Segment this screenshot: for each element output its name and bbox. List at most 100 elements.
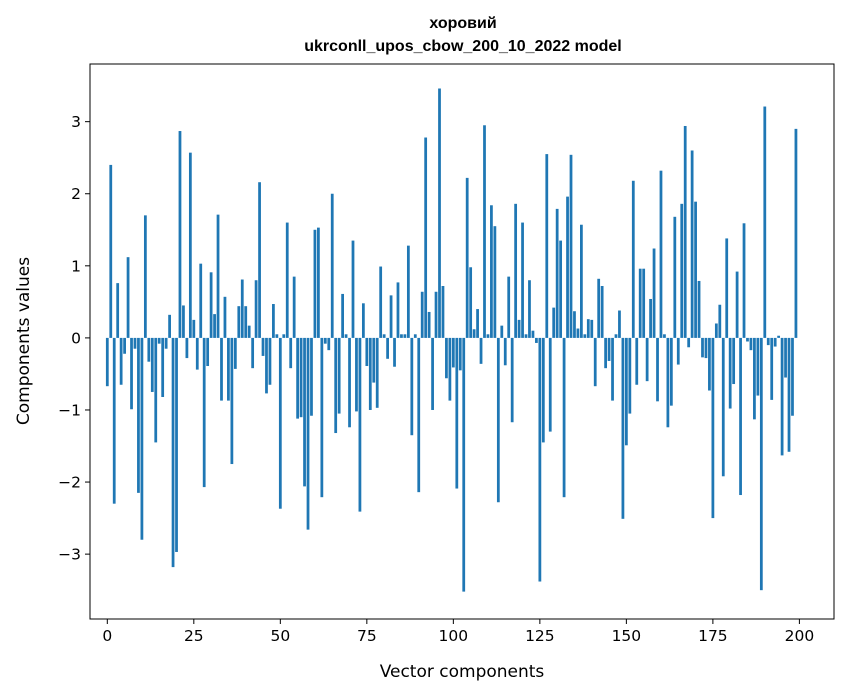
bar-93 — [427, 311, 431, 338]
bar-134 — [569, 154, 573, 338]
bar-32 — [216, 214, 220, 338]
bar-30 — [209, 272, 213, 338]
bar-26 — [195, 337, 199, 370]
bar-149 — [621, 337, 625, 519]
bar-28 — [202, 337, 206, 488]
bar-189 — [759, 337, 763, 591]
bar-58 — [306, 337, 310, 530]
bar-11 — [143, 215, 147, 338]
bar-4 — [119, 337, 123, 385]
bar-196 — [784, 337, 787, 378]
bar-1 — [109, 164, 113, 338]
bar-144 — [604, 337, 607, 369]
bar-159 — [656, 337, 659, 402]
bar-64 — [327, 337, 331, 351]
bar-96 — [438, 88, 441, 338]
bar-184 — [742, 223, 746, 338]
bar-163 — [669, 337, 673, 406]
bar-83 — [393, 337, 396, 367]
bar-156 — [645, 337, 649, 382]
bar-148 — [618, 310, 621, 338]
bar-169 — [690, 150, 694, 338]
bar-115 — [503, 337, 507, 366]
x-tick-label: 200 — [785, 627, 815, 645]
bar-124 — [535, 337, 538, 343]
bar-48 — [272, 304, 275, 338]
x-tick-label: 25 — [184, 627, 204, 645]
bar-160 — [659, 170, 663, 338]
bar-series — [105, 88, 798, 592]
bar-183 — [739, 337, 742, 496]
bar-36 — [230, 337, 234, 465]
bar-107 — [476, 309, 479, 338]
bar-65 — [330, 193, 334, 338]
bar-16 — [161, 337, 165, 397]
y-axis-label: Components values — [14, 257, 34, 425]
bar-34 — [223, 296, 227, 338]
bar-178 — [721, 337, 725, 477]
bar-24 — [188, 152, 192, 338]
y-tick-label: 3 — [71, 113, 81, 131]
bar-168 — [687, 337, 691, 348]
x-tick-label: 175 — [698, 627, 728, 645]
bar-37 — [233, 337, 237, 369]
bar-45 — [261, 337, 265, 356]
bar-194 — [777, 335, 781, 338]
bar-179 — [725, 238, 729, 338]
bar-187 — [753, 337, 756, 420]
bar-44 — [258, 182, 261, 338]
bar-67 — [337, 337, 341, 414]
bar-108 — [479, 337, 483, 364]
bar-117 — [510, 337, 514, 423]
bar-118 — [514, 203, 518, 338]
bar-113 — [496, 337, 500, 503]
bar-39 — [240, 279, 244, 338]
bar-161 — [663, 334, 666, 338]
bar-63 — [323, 337, 327, 344]
bar-136 — [576, 328, 580, 338]
bar-77 — [372, 337, 376, 383]
bar-101 — [455, 337, 459, 489]
bar-126 — [541, 337, 545, 443]
bar-90 — [417, 337, 421, 493]
x-axis-ticks: 0 25 50 75 100 125 150 175 200 — [102, 619, 814, 645]
bar-87 — [406, 245, 410, 338]
bar-73 — [358, 337, 362, 512]
bar-33 — [220, 337, 223, 401]
bar-14 — [154, 337, 158, 443]
bar-68 — [341, 293, 344, 338]
bar-112 — [493, 226, 497, 338]
bar-157 — [649, 298, 652, 338]
y-tick-label: 2 — [71, 185, 81, 203]
bar-175 — [711, 337, 715, 519]
bar-138 — [583, 334, 587, 338]
plot-frame — [89, 63, 835, 620]
bar-31 — [213, 314, 216, 338]
bar-123 — [531, 330, 535, 338]
x-tick-label: 150 — [612, 627, 642, 645]
bar-50 — [278, 337, 282, 509]
bar-151 — [628, 337, 632, 414]
bar-193 — [773, 337, 777, 347]
bar-135 — [573, 311, 576, 338]
bar-69 — [344, 334, 348, 338]
bar-7 — [130, 337, 133, 410]
bar-153 — [635, 337, 639, 385]
bar-19 — [171, 337, 175, 568]
bar-38 — [237, 306, 241, 338]
bar-66 — [334, 337, 338, 434]
bar-129 — [552, 307, 556, 338]
bar-84 — [396, 282, 400, 338]
bar-133 — [566, 196, 569, 338]
bar-166 — [680, 203, 684, 338]
bar-110 — [486, 334, 490, 338]
y-tick-label: −3 — [58, 546, 81, 564]
bar-155 — [642, 268, 646, 338]
bar-174 — [708, 337, 711, 391]
bar-52 — [285, 222, 289, 338]
y-tick-label: −1 — [58, 401, 81, 419]
bar-195 — [780, 337, 784, 456]
bar-56 — [299, 337, 303, 418]
bar-55 — [296, 337, 300, 419]
x-tick-label: 0 — [102, 627, 112, 645]
